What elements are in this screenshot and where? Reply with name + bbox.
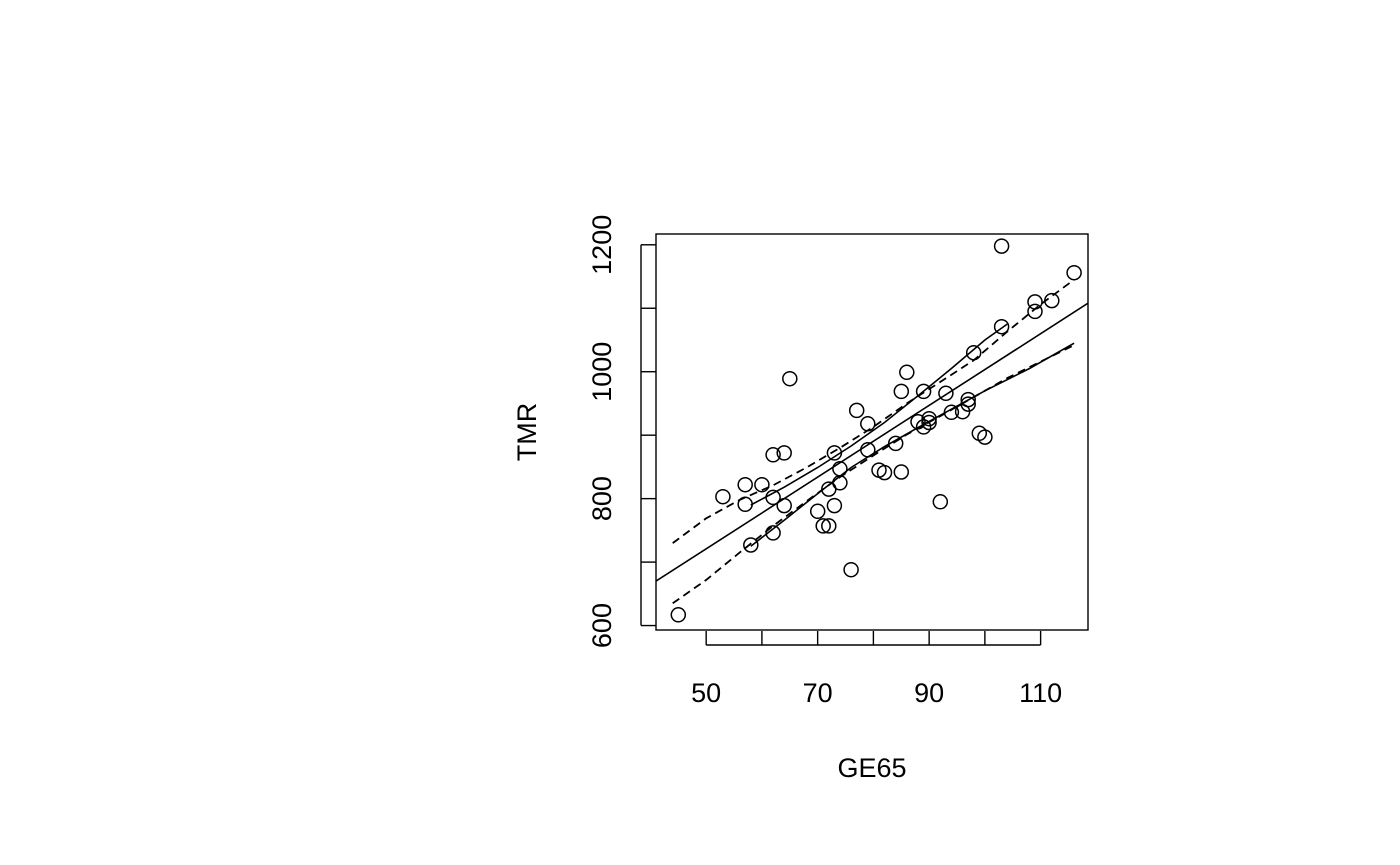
- data-point: [943, 404, 960, 421]
- data-point: [670, 607, 687, 623]
- data-point: [915, 419, 932, 435]
- data-point: [965, 344, 982, 361]
- data-point: [893, 383, 910, 400]
- y-axis: 600 800 1000 1200: [587, 215, 656, 648]
- data-point: [715, 488, 731, 505]
- x-axis: 50 70 90 110: [691, 631, 1062, 708]
- data-point: [1044, 292, 1060, 309]
- data-point: [932, 494, 949, 510]
- x-tick-label: 50: [691, 678, 721, 708]
- data-point: [915, 383, 932, 400]
- fit-line-3: [750, 342, 1075, 547]
- plot-frame: [655, 233, 1089, 631]
- y-tick-label: 600: [587, 603, 617, 648]
- data-point: [876, 464, 893, 481]
- data-points: [670, 238, 1082, 623]
- data-point: [1027, 303, 1043, 320]
- data-point: [993, 318, 1010, 335]
- data-point: [776, 445, 792, 461]
- data-point: [848, 402, 865, 419]
- data-point: [921, 414, 937, 431]
- data-point: [993, 238, 1010, 254]
- data-point: [765, 489, 781, 506]
- data-point: [893, 464, 910, 480]
- data-point: [938, 385, 954, 402]
- data-point: [765, 525, 781, 541]
- fit-line-1: [656, 302, 1088, 582]
- data-point: [737, 496, 753, 513]
- data-point: [843, 561, 859, 578]
- data-point: [1066, 264, 1082, 281]
- data-point: [832, 461, 848, 477]
- y-tick-label: 1000: [587, 342, 617, 402]
- data-point: [821, 518, 837, 534]
- data-point: [826, 445, 843, 461]
- data-point: [737, 476, 753, 493]
- x-tick-label: 110: [1019, 678, 1062, 708]
- x-tick-label: 70: [803, 678, 833, 708]
- y-axis-label: TMR: [512, 403, 542, 461]
- data-point: [782, 370, 798, 387]
- x-tick-label: 90: [914, 678, 944, 708]
- data-point: [815, 518, 831, 534]
- data-point: [860, 442, 876, 458]
- data-point: [960, 391, 976, 408]
- data-point: [910, 414, 926, 430]
- data-point: [921, 410, 937, 427]
- data-point: [776, 497, 792, 514]
- data-point: [832, 475, 848, 491]
- x-axis-label: GE65: [837, 753, 906, 783]
- data-point: [809, 503, 826, 520]
- data-point: [765, 447, 781, 463]
- fit-line-4: [672, 278, 1075, 544]
- fit-lines: [656, 278, 1088, 605]
- data-point: [743, 537, 759, 553]
- data-point: [1027, 294, 1043, 310]
- data-point: [977, 429, 993, 445]
- data-point: [860, 416, 876, 432]
- data-point: [887, 435, 904, 452]
- data-point: [826, 497, 843, 514]
- data-point: [754, 476, 770, 493]
- data-point: [960, 396, 976, 412]
- fit-line-5: [672, 344, 1075, 605]
- y-tick-label: 800: [587, 476, 617, 521]
- data-point: [899, 364, 915, 381]
- y-tick-label: 1200: [587, 215, 617, 275]
- fit-line-2: [750, 323, 1008, 506]
